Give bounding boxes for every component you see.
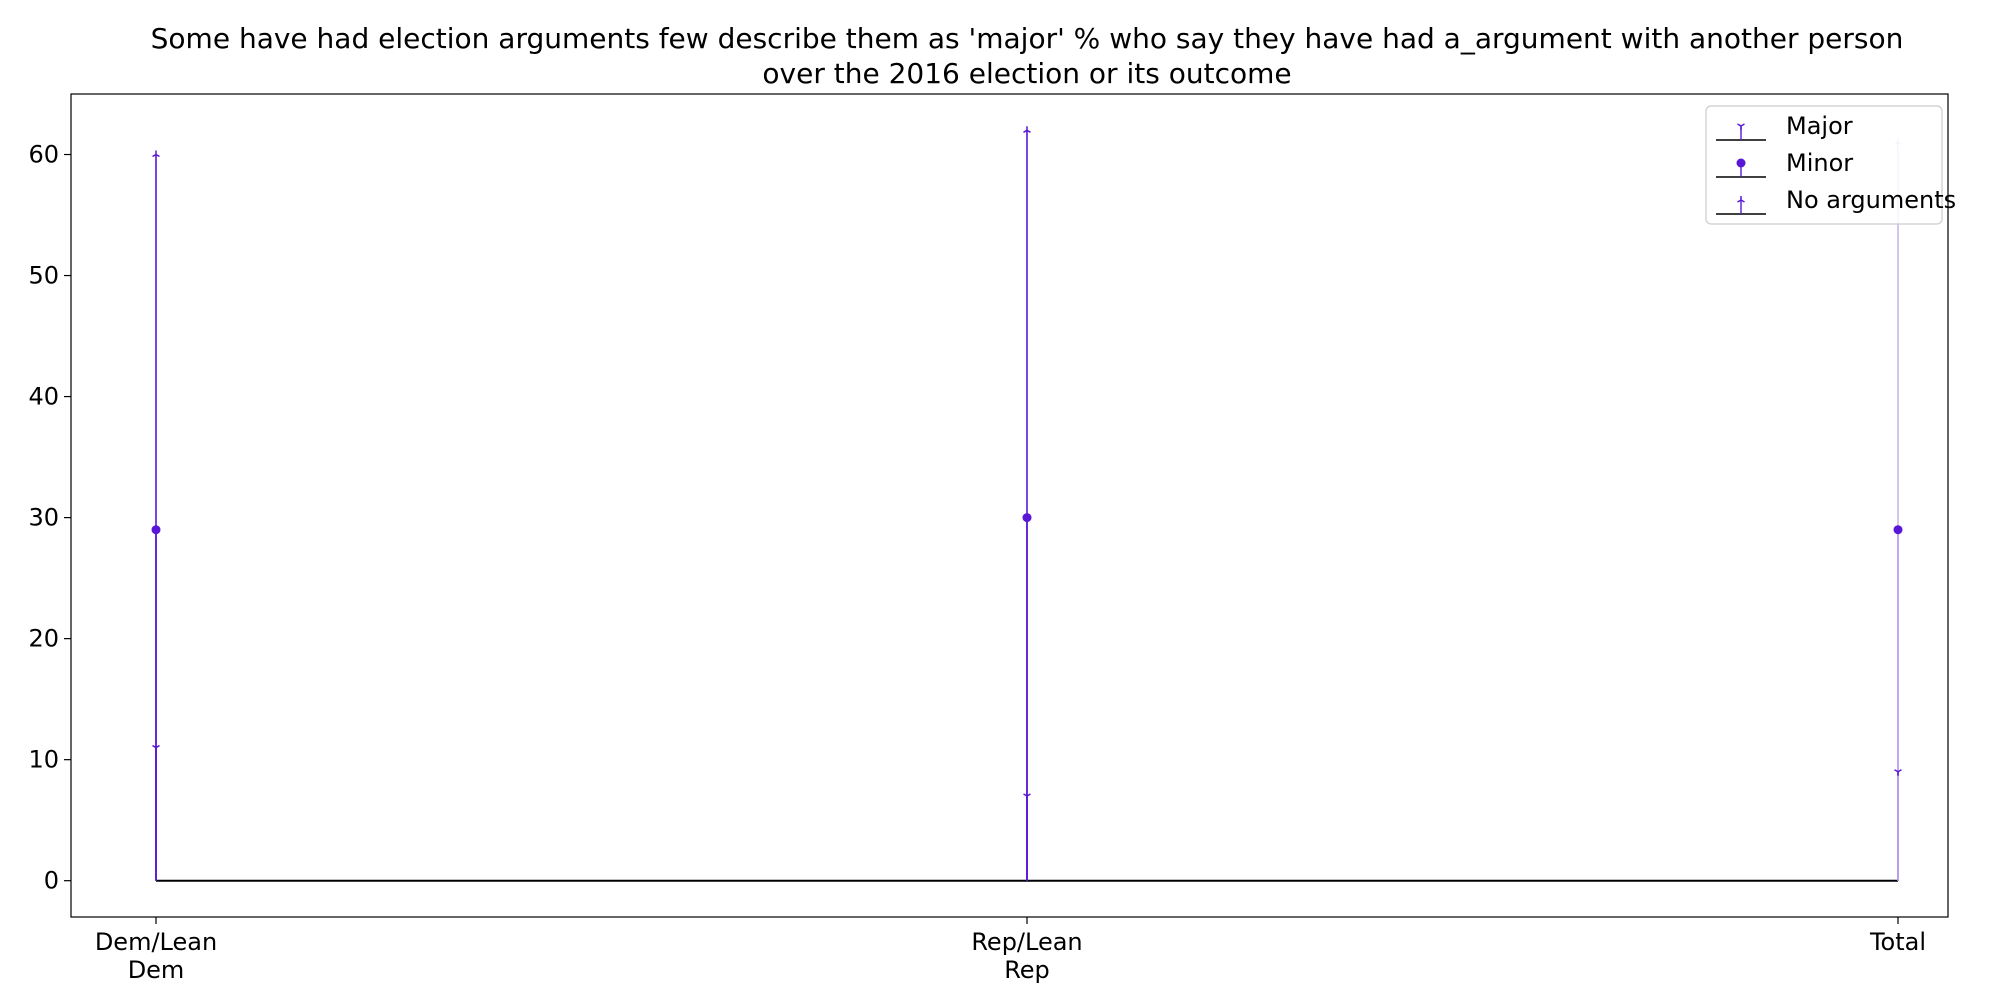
legend: Major Minor No arguments bbox=[1705, 105, 1956, 225]
marker-no-arguments bbox=[152, 150, 160, 158]
marker-minor bbox=[151, 525, 161, 535]
x-tick-label: Rep/Lean Rep bbox=[971, 928, 1082, 984]
y-tick-label: 50 bbox=[28, 262, 59, 290]
y-axis: 0 10 20 30 40 50 60 bbox=[28, 141, 71, 895]
x-tick-label: Dem/Lean Dem bbox=[95, 928, 217, 984]
y-tick-label: 10 bbox=[28, 746, 59, 774]
x-tick-label-line: Rep bbox=[1004, 956, 1050, 984]
y-tick-label: 0 bbox=[44, 867, 59, 895]
legend-label: No arguments bbox=[1786, 186, 1956, 214]
x-tick-label: Total bbox=[1869, 928, 1926, 956]
legend-marker-no-arguments bbox=[1737, 196, 1745, 203]
x-tick-label-line: Rep/Lean bbox=[971, 928, 1082, 956]
plot-area-frame bbox=[70, 93, 1949, 918]
stem-lines bbox=[155, 130, 1899, 882]
x-axis: Dem/Lean Dem Rep/Lean Rep Total bbox=[95, 917, 1926, 984]
marker-major bbox=[1023, 793, 1031, 800]
legend-marker-minor bbox=[1736, 158, 1746, 168]
x-tick-label-line: Dem/Lean bbox=[95, 928, 217, 956]
chart-title-line-2: over the 2016 election or its outcome bbox=[762, 57, 1291, 90]
legend-label: Major bbox=[1786, 112, 1853, 140]
legend-box bbox=[1705, 105, 1943, 225]
marker-major bbox=[1894, 769, 1902, 776]
x-tick-label-line: Dem bbox=[128, 956, 185, 984]
y-tick-label: 40 bbox=[28, 383, 59, 411]
marker-no-arguments bbox=[1023, 126, 1031, 133]
marker-minor bbox=[1022, 513, 1032, 523]
x-tick-label-line: Total bbox=[1869, 928, 1926, 956]
y-tick-label: 20 bbox=[28, 625, 59, 653]
chart-title: Some have had election arguments few des… bbox=[151, 22, 1904, 90]
data-markers bbox=[151, 126, 1903, 800]
marker-minor bbox=[1893, 525, 1903, 535]
y-tick-label: 60 bbox=[28, 141, 59, 169]
chart-title-line-1: Some have had election arguments few des… bbox=[151, 22, 1904, 55]
legend-label: Minor bbox=[1786, 149, 1853, 177]
legend-marker-major bbox=[1737, 123, 1745, 130]
marker-major bbox=[152, 744, 160, 752]
y-tick-label: 30 bbox=[28, 504, 59, 532]
